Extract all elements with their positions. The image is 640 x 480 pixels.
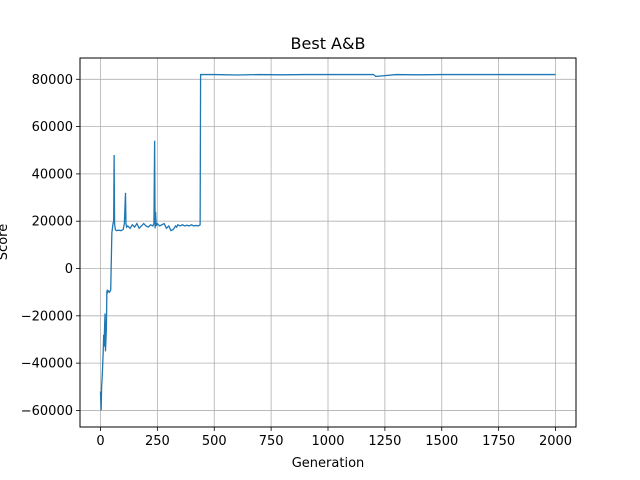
y-tick-label: −40000: [21, 357, 73, 372]
x-tick-label: 1000: [311, 434, 344, 449]
x-tick-label: 1750: [482, 434, 515, 449]
x-tick-label: 250: [145, 434, 170, 449]
grid: [80, 58, 576, 427]
x-tick-label: 1250: [368, 434, 401, 449]
x-axis-label: Generation: [292, 456, 365, 471]
x-tick-label: 0: [96, 434, 104, 449]
x-tick-label: 2000: [539, 434, 572, 449]
chart-title: Best A&B: [291, 34, 366, 53]
series-group: [99, 73, 556, 411]
y-tick-label: −20000: [21, 309, 73, 324]
plot-frame: [79, 57, 577, 428]
y-tick-label: 20000: [32, 215, 73, 230]
y-tick-label: −60000: [21, 404, 73, 419]
y-tick-label: 0: [65, 262, 73, 277]
y-tick-label: 40000: [32, 167, 73, 182]
x-axis-ticks: 0 250 500 750 1000 1250 1500 1750 2000: [96, 427, 572, 449]
y-tick-label: 60000: [32, 120, 73, 135]
x-tick-label: 500: [202, 434, 227, 449]
x-tick-label: 750: [259, 434, 284, 449]
series-line: [99, 73, 556, 411]
y-tick-label: 80000: [32, 73, 73, 88]
y-axis-label: Score: [0, 224, 11, 260]
y-axis-ticks: −60000 −40000 −20000 0 20000 40000 60000 80000: [21, 73, 80, 419]
x-tick-label: 1500: [425, 434, 458, 449]
